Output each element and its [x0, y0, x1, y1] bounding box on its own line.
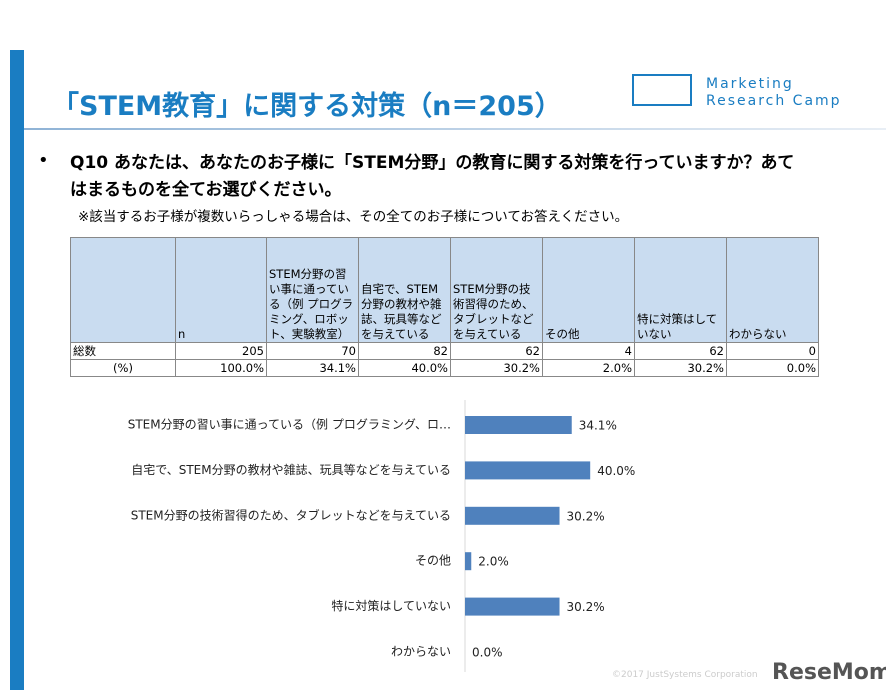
- header-cell: 自宅で、STEM分野の教材や雑誌、玩具等などを与えている: [358, 237, 451, 343]
- bar: [465, 597, 560, 616]
- logo-text: Marketing Research Camp: [706, 76, 842, 110]
- category-label: STEM分野の技術習得のため、タブレットなどを与えている: [131, 507, 451, 522]
- data-table: n STEM分野の習い事に通っている（例 プログラミング、ロボット、実験教室） 自宅…: [70, 237, 819, 377]
- row-label: (%): [70, 359, 176, 377]
- side-bar: [10, 50, 24, 690]
- watermark: ReseMom: [772, 660, 886, 685]
- cell: 34.1%: [266, 359, 359, 377]
- header-cell: わからない: [726, 237, 819, 343]
- bullet: •: [38, 150, 49, 171]
- value-label: 0.0%: [472, 646, 503, 660]
- logo-mark: [632, 74, 692, 106]
- cell: 0.0%: [726, 359, 819, 377]
- bar: [465, 461, 591, 480]
- cell: 30.2%: [450, 359, 543, 377]
- header-cell: STEM分野の習い事に通っている（例 プログラミング、ロボット、実験教室）: [266, 237, 359, 343]
- category-label: わからない: [391, 645, 451, 659]
- header-cell: その他: [542, 237, 635, 343]
- header-cell: [70, 237, 176, 343]
- title: 「STEM教育」に関する対策（n＝205）: [52, 91, 562, 122]
- value-label: 34.1%: [579, 419, 617, 433]
- value-label: 40.0%: [597, 464, 635, 478]
- category-label: その他: [415, 554, 451, 568]
- header-cell: n: [175, 237, 267, 343]
- category-label: 自宅で、STEM分野の教材や雑誌、玩具等などを与えている: [131, 462, 451, 477]
- value-label: 2.0%: [478, 555, 509, 569]
- bar: [465, 552, 472, 571]
- bar: [465, 506, 560, 525]
- note: ※該当するお子様が複数いらっしゃる場合は、その全てのお子様についてお答えください…: [78, 209, 629, 225]
- value-label: 30.2%: [567, 509, 605, 523]
- cell: 205: [175, 342, 267, 360]
- category-label: STEM分野の習い事に通っている（例 プログラミング、ロ…: [128, 418, 451, 432]
- copyright: ©2017 JustSystems Corporation: [612, 670, 758, 680]
- value-label: 30.2%: [567, 600, 605, 614]
- logo-line: Research Camp: [706, 93, 842, 109]
- header-cell: 特に対策はしていない: [634, 237, 727, 343]
- title-rule: [24, 128, 886, 130]
- bar: [465, 416, 572, 434]
- header-cell: STEM分野の技術習得のため、タブレットなどを与えている: [450, 237, 543, 343]
- cell: 2.0%: [542, 359, 635, 377]
- cell: 40.0%: [358, 359, 451, 377]
- cell: 30.2%: [634, 359, 727, 377]
- question: Q10 あなたは、あなたのお子様に「STEM分野」の教育に関する対策を行っていま…: [70, 153, 795, 200]
- logo-line: Marketing: [706, 76, 794, 92]
- category-label: 特に対策はしていない: [331, 598, 451, 613]
